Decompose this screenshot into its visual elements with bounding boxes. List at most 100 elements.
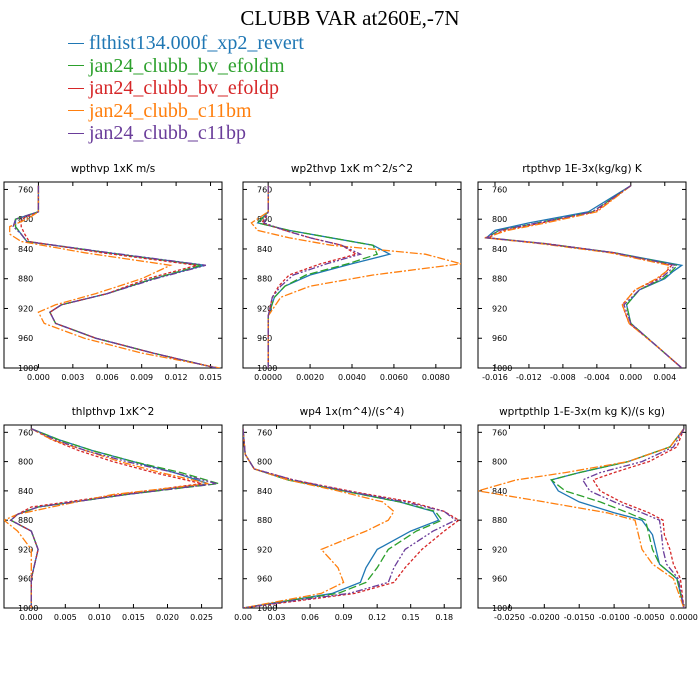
x-tick-label: 0.03: [268, 613, 286, 622]
x-tick-label: -0.004: [584, 373, 610, 382]
x-tick-label: 0.004: [653, 373, 676, 382]
chart-panel: rtpthvp 1E-3x(kg/kg) K 760 800 840 880 920 960…: [477, 163, 687, 382]
series-line: [4, 428, 209, 608]
chart-title: thlpthvp 1xK^2: [72, 406, 155, 418]
y-tick-label: 800: [492, 215, 507, 224]
x-tick-label: -0.012: [516, 373, 542, 382]
legend-line-icon: [68, 132, 84, 134]
plot-frame: [3, 424, 223, 609]
y-tick-label: 920: [492, 304, 507, 313]
legend-label: jan24_clubb_c11bm: [89, 99, 252, 122]
y-tick-label: 1000: [492, 604, 512, 613]
chart-title: rtpthvp 1E-3x(kg/kg) K: [522, 163, 643, 175]
series-line: [20, 185, 217, 368]
y-tick-label: 920: [257, 304, 272, 313]
series-line: [243, 428, 460, 608]
y-tick-label: 960: [18, 575, 33, 584]
x-tick-label: 0.0080: [422, 373, 450, 382]
y-tick-label: 920: [257, 545, 272, 554]
x-tick-label: -0.016: [482, 373, 508, 382]
legend-label: flthist134.000f_xp2_revert: [89, 32, 304, 55]
series-line: [581, 428, 685, 608]
legend-label: jan24_clubb_c11bp: [89, 122, 247, 145]
y-tick-label: 760: [492, 185, 507, 194]
series-line: [260, 185, 358, 368]
series-line: [9, 185, 220, 368]
y-tick-label: 800: [492, 458, 507, 467]
x-tick-label: 0.005: [54, 613, 77, 622]
chart-title: wp4 1x(m^4)/(s^4): [300, 406, 405, 418]
x-tick-label: 0.012: [165, 373, 188, 382]
series-line: [14, 185, 217, 368]
x-tick-label: 0.00: [234, 613, 252, 622]
y-tick-label: 840: [18, 245, 33, 254]
x-tick-label: 0.09: [335, 613, 353, 622]
legend-line-icon: [68, 65, 84, 67]
y-tick-label: 920: [492, 545, 507, 554]
legend-line-icon: [68, 87, 84, 89]
chart-panel: wprtpthlp 1-E-3x(m kg K)/(s kg) 760 800 840…: [477, 406, 698, 622]
legend-item: jan24_clubb_bv_efoldm: [68, 55, 304, 78]
y-tick-label: 760: [257, 185, 272, 194]
x-tick-label: 0.006: [96, 373, 119, 382]
y-tick-label: 1000: [18, 604, 38, 613]
plot-frame: [242, 181, 462, 369]
chart-panel: thlpthvp 1xK^276080084088092096010000.00…: [3, 406, 223, 622]
legend-line-icon: [68, 110, 84, 112]
chart-panel: wp4 1x(m^4)/(s^4)76080084088092096010000…: [234, 406, 462, 622]
legend-line-icon: [68, 42, 84, 44]
x-tick-label: 0.0020: [296, 373, 324, 382]
x-tick-label: 0.000: [27, 373, 50, 382]
y-tick-label: 1000: [257, 604, 277, 613]
x-tick-label: -0.008: [550, 373, 576, 382]
legend-item: flthist134.000f_xp2_revert: [68, 32, 304, 55]
x-tick-label: 0.0060: [380, 373, 408, 382]
x-tick-label: 0.06: [301, 613, 319, 622]
x-tick-label: 0.020: [156, 613, 179, 622]
y-tick-label: 840: [492, 245, 507, 254]
x-tick-label: 0.025: [190, 613, 213, 622]
x-tick-label: -0.0250: [494, 613, 525, 622]
chart-title: wp2thvp 1xK m^2/s^2: [291, 163, 413, 175]
y-tick-label: 920: [18, 304, 33, 313]
legend-label: jan24_clubb_bv_efoldp: [89, 77, 279, 100]
series-line: [592, 428, 685, 608]
y-tick-label: 840: [257, 487, 272, 496]
x-tick-label: 0.003: [61, 373, 84, 382]
x-tick-label: 0.0040: [338, 373, 366, 382]
series-line: [14, 185, 217, 368]
series-line: [484, 185, 683, 368]
y-tick-label: 1000: [18, 364, 38, 373]
legend-item: jan24_clubb_c11bm: [68, 100, 304, 123]
plot-frame: [242, 424, 462, 609]
series-line: [9, 428, 219, 608]
series-line: [250, 185, 461, 368]
legend-item: jan24_clubb_bv_efoldp: [68, 77, 304, 100]
plot-frame: [3, 181, 223, 369]
chart-title: wprtpthlp 1-E-3x(m kg K)/(s kg): [499, 406, 665, 418]
x-tick-label: 0.015: [122, 613, 145, 622]
legend-label: jan24_clubb_bv_efoldm: [89, 54, 285, 77]
x-tick-label: 0.15: [402, 613, 420, 622]
x-tick-label: 0.015: [199, 373, 222, 382]
y-tick-label: 880: [18, 516, 33, 525]
x-tick-label: 0.12: [368, 613, 386, 622]
y-tick-label: 840: [18, 487, 33, 496]
legend-item: jan24_clubb_c11bp: [68, 122, 304, 145]
y-tick-label: 960: [492, 334, 507, 343]
y-tick-label: 760: [18, 185, 33, 194]
y-tick-label: 800: [18, 458, 33, 467]
y-tick-label: 880: [492, 516, 507, 525]
series-line: [478, 428, 685, 608]
chart-panel: wpthvp 1xK m/s76080084088092096010000.00…: [3, 163, 223, 382]
series-line: [484, 185, 683, 368]
y-tick-label: 760: [257, 428, 272, 437]
series-line: [9, 428, 202, 608]
x-tick-label: -0.0100: [599, 613, 630, 622]
y-tick-label: 880: [257, 516, 272, 525]
y-tick-label: 760: [492, 428, 507, 437]
series-line: [263, 185, 363, 368]
y-tick-label: 960: [257, 575, 272, 584]
y-tick-label: 920: [18, 545, 33, 554]
